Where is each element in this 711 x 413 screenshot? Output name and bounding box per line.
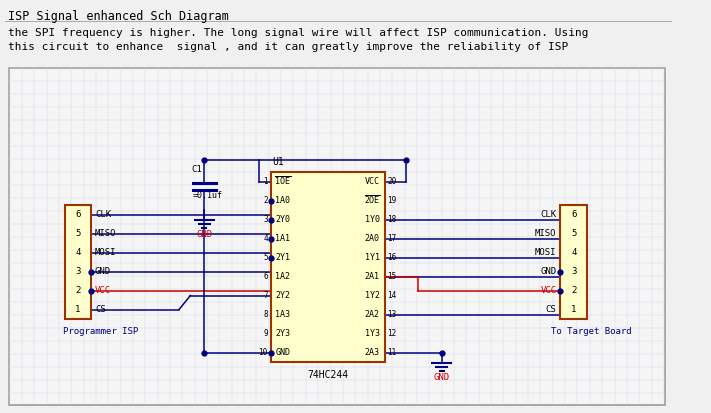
Text: GND: GND	[540, 267, 557, 276]
Text: 2OE: 2OE	[365, 196, 380, 205]
Text: 7: 7	[263, 291, 268, 300]
Text: 1: 1	[75, 305, 80, 314]
Text: 1A3: 1A3	[275, 310, 291, 319]
Text: 5: 5	[263, 253, 268, 262]
Text: 13: 13	[387, 310, 397, 319]
Text: GND: GND	[275, 348, 291, 357]
Text: 1A1: 1A1	[275, 234, 291, 243]
Text: 1: 1	[571, 305, 577, 314]
Text: 2A1: 2A1	[365, 272, 380, 281]
Text: ISP Signal enhanced Sch Diagram: ISP Signal enhanced Sch Diagram	[8, 10, 228, 23]
Text: VCC: VCC	[540, 286, 557, 295]
Text: U1: U1	[272, 157, 284, 167]
Text: C1: C1	[191, 165, 202, 174]
Text: 2Y1: 2Y1	[275, 253, 291, 262]
Text: 4: 4	[263, 234, 268, 243]
Text: GND: GND	[434, 373, 450, 382]
Text: 15: 15	[387, 272, 397, 281]
Text: CLK: CLK	[95, 210, 111, 219]
Text: 2: 2	[75, 286, 80, 295]
Text: VCC: VCC	[365, 177, 380, 186]
Text: 2A2: 2A2	[365, 310, 380, 319]
Text: 1: 1	[263, 177, 268, 186]
Text: 5: 5	[75, 229, 80, 238]
Text: 6: 6	[571, 210, 577, 219]
Text: 19: 19	[387, 196, 397, 205]
Text: VCC: VCC	[95, 286, 111, 295]
Text: 2: 2	[571, 286, 577, 295]
Text: Programmer ISP: Programmer ISP	[63, 327, 138, 336]
Text: 74HC244: 74HC244	[307, 370, 348, 380]
Text: 12: 12	[387, 329, 397, 338]
Text: CS: CS	[546, 305, 557, 314]
Bar	[9, 68, 665, 405]
Text: 1Y2: 1Y2	[365, 291, 380, 300]
Text: 4: 4	[571, 248, 577, 257]
Text: 16: 16	[387, 253, 397, 262]
Text: CLK: CLK	[540, 210, 557, 219]
Text: 6: 6	[75, 210, 80, 219]
Text: 4: 4	[75, 248, 80, 257]
Text: GND: GND	[196, 230, 213, 239]
Text: 6: 6	[263, 272, 268, 281]
Text: this circuit to enhance  signal , and it can greatly improve the reliability of : this circuit to enhance signal , and it …	[8, 42, 568, 52]
Bar	[65, 205, 91, 319]
Text: 1A0: 1A0	[275, 196, 291, 205]
Text: 1OE: 1OE	[275, 177, 291, 186]
Text: 2A0: 2A0	[365, 234, 380, 243]
Text: MISO: MISO	[95, 229, 117, 238]
Text: 14: 14	[387, 291, 397, 300]
Text: CS: CS	[95, 305, 106, 314]
Bar	[271, 172, 385, 362]
Text: MOSI: MOSI	[535, 248, 557, 257]
Text: 10: 10	[259, 348, 268, 357]
Text: MISO: MISO	[535, 229, 557, 238]
Text: 2Y0: 2Y0	[275, 215, 291, 224]
Text: 9: 9	[263, 329, 268, 338]
Text: 2: 2	[263, 196, 268, 205]
Text: MOSI: MOSI	[95, 248, 117, 257]
Text: 1A2: 1A2	[275, 272, 291, 281]
Text: 2Y3: 2Y3	[275, 329, 291, 338]
Text: GND: GND	[95, 267, 111, 276]
Text: 8: 8	[263, 310, 268, 319]
Text: 1Y1: 1Y1	[365, 253, 380, 262]
Text: 17: 17	[387, 234, 397, 243]
Text: 18: 18	[387, 215, 397, 224]
Text: 1Y3: 1Y3	[365, 329, 380, 338]
Text: 3: 3	[75, 267, 80, 276]
Text: =0.1uf: =0.1uf	[193, 191, 223, 200]
Text: 11: 11	[387, 348, 397, 357]
Text: 3: 3	[263, 215, 268, 224]
Text: 3: 3	[571, 267, 577, 276]
Text: 20: 20	[387, 177, 397, 186]
Text: 2A3: 2A3	[365, 348, 380, 357]
Text: the SPI frequency is higher. The long signal wire will affect ISP communication.: the SPI frequency is higher. The long si…	[8, 28, 588, 38]
Text: To Target Board: To Target Board	[551, 327, 631, 336]
Text: 5: 5	[571, 229, 577, 238]
Text: 1Y0: 1Y0	[365, 215, 380, 224]
Bar	[560, 205, 587, 319]
Text: 2Y2: 2Y2	[275, 291, 291, 300]
